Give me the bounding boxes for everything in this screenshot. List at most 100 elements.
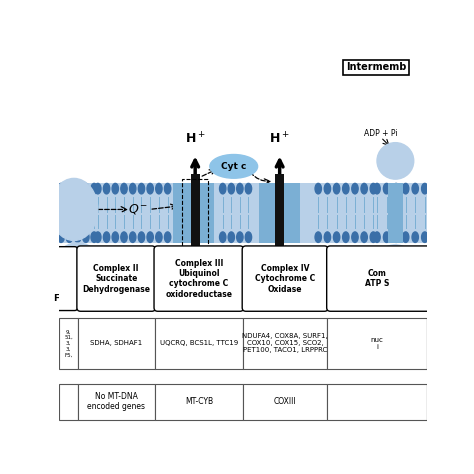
Text: Complex IV
Cytochrome C
Oxidase: Complex IV Cytochrome C Oxidase xyxy=(255,264,315,293)
Ellipse shape xyxy=(219,232,226,242)
Bar xyxy=(155,318,243,369)
Ellipse shape xyxy=(74,183,81,194)
Text: Complex II
Succinate
Dehydrogenase: Complex II Succinate Dehydrogenase xyxy=(82,264,150,293)
Ellipse shape xyxy=(121,232,127,242)
Bar xyxy=(243,318,328,369)
Text: H$_2$O: H$_2$O xyxy=(286,257,307,269)
Bar xyxy=(191,173,200,252)
Ellipse shape xyxy=(103,232,109,242)
Ellipse shape xyxy=(91,232,97,242)
Text: Intermemb: Intermemb xyxy=(346,63,406,73)
Bar xyxy=(328,383,427,420)
FancyBboxPatch shape xyxy=(242,246,328,311)
Ellipse shape xyxy=(383,232,390,242)
Ellipse shape xyxy=(95,183,101,194)
Bar xyxy=(388,183,403,243)
Bar xyxy=(275,173,284,252)
Ellipse shape xyxy=(421,183,428,194)
Text: H$^+$: H$^+$ xyxy=(185,131,206,146)
Ellipse shape xyxy=(147,183,154,194)
Ellipse shape xyxy=(374,183,380,194)
Text: Cyt c: Cyt c xyxy=(221,162,246,171)
Ellipse shape xyxy=(66,183,73,194)
Ellipse shape xyxy=(379,245,412,270)
Ellipse shape xyxy=(59,243,96,269)
Ellipse shape xyxy=(402,232,409,242)
FancyBboxPatch shape xyxy=(154,246,244,311)
Ellipse shape xyxy=(82,232,89,242)
Ellipse shape xyxy=(333,232,340,242)
Ellipse shape xyxy=(393,183,399,194)
Ellipse shape xyxy=(219,183,226,194)
Ellipse shape xyxy=(210,155,258,178)
Text: Complex III
Ubiquinol
cytochrome C
oxidoreductase: Complex III Ubiquinol cytochrome C oxido… xyxy=(165,258,232,299)
Ellipse shape xyxy=(228,183,235,194)
Ellipse shape xyxy=(412,183,419,194)
Bar xyxy=(155,383,243,420)
Ellipse shape xyxy=(237,183,243,194)
Text: SDHA, SDHAF1: SDHA, SDHAF1 xyxy=(90,340,142,346)
Text: FAD: FAD xyxy=(101,292,120,301)
Bar xyxy=(199,183,213,243)
Bar xyxy=(59,383,78,420)
Text: FADH$_2$: FADH$_2$ xyxy=(54,292,87,305)
Ellipse shape xyxy=(315,232,321,242)
Ellipse shape xyxy=(91,183,97,194)
Ellipse shape xyxy=(393,232,399,242)
Text: No MT-DNA
encoded genes: No MT-DNA encoded genes xyxy=(87,392,145,411)
Ellipse shape xyxy=(361,183,367,194)
FancyBboxPatch shape xyxy=(56,246,78,310)
Ellipse shape xyxy=(343,232,349,242)
Ellipse shape xyxy=(324,183,330,194)
Text: e$^-$: e$^-$ xyxy=(79,257,95,269)
Ellipse shape xyxy=(383,183,390,194)
Ellipse shape xyxy=(374,232,380,242)
Ellipse shape xyxy=(361,232,367,242)
Ellipse shape xyxy=(50,178,98,240)
Text: MT-CYB: MT-CYB xyxy=(185,397,213,406)
Bar xyxy=(182,179,208,246)
Ellipse shape xyxy=(156,183,162,194)
FancyBboxPatch shape xyxy=(77,246,155,311)
Text: ADP + Pi: ADP + Pi xyxy=(364,129,398,138)
Ellipse shape xyxy=(245,232,252,242)
Ellipse shape xyxy=(58,183,64,194)
Text: 9,
51,
3,
3,
F5,: 9, 51, 3, 3, F5, xyxy=(64,329,73,357)
Ellipse shape xyxy=(112,183,118,194)
Ellipse shape xyxy=(71,251,102,275)
Ellipse shape xyxy=(421,232,428,242)
Ellipse shape xyxy=(324,232,330,242)
Text: UQCRQ, BCS1L, TTC19: UQCRQ, BCS1L, TTC19 xyxy=(160,340,238,346)
Bar xyxy=(59,318,78,369)
Bar xyxy=(243,383,328,420)
Ellipse shape xyxy=(129,232,136,242)
Ellipse shape xyxy=(343,183,349,194)
Text: Com
ATP S: Com ATP S xyxy=(365,269,389,288)
Ellipse shape xyxy=(402,183,409,194)
Ellipse shape xyxy=(412,232,419,242)
Bar xyxy=(78,318,155,369)
Ellipse shape xyxy=(58,232,64,242)
Text: COXIII: COXIII xyxy=(274,397,296,406)
Ellipse shape xyxy=(164,232,171,242)
Ellipse shape xyxy=(333,183,340,194)
Ellipse shape xyxy=(74,232,81,242)
FancyBboxPatch shape xyxy=(327,246,430,311)
Ellipse shape xyxy=(156,232,162,242)
Ellipse shape xyxy=(352,232,358,242)
Text: H$^+$: H$^+$ xyxy=(269,131,290,146)
Bar xyxy=(59,183,427,243)
Ellipse shape xyxy=(138,183,145,194)
Ellipse shape xyxy=(164,183,171,194)
Ellipse shape xyxy=(103,183,109,194)
Bar xyxy=(78,383,155,420)
Ellipse shape xyxy=(95,232,101,242)
Ellipse shape xyxy=(82,183,89,194)
Text: 1/2O$_2$: 1/2O$_2$ xyxy=(249,257,277,269)
Ellipse shape xyxy=(129,183,136,194)
Ellipse shape xyxy=(121,183,127,194)
Ellipse shape xyxy=(377,143,414,179)
Text: NDUFA4, COX8A, SURF1,
COX10, COX15, SCO2,
PET100, TACO1, LRPPRC: NDUFA4, COX8A, SURF1, COX10, COX15, SCO2… xyxy=(242,333,328,354)
Bar xyxy=(328,318,427,369)
Ellipse shape xyxy=(315,183,321,194)
